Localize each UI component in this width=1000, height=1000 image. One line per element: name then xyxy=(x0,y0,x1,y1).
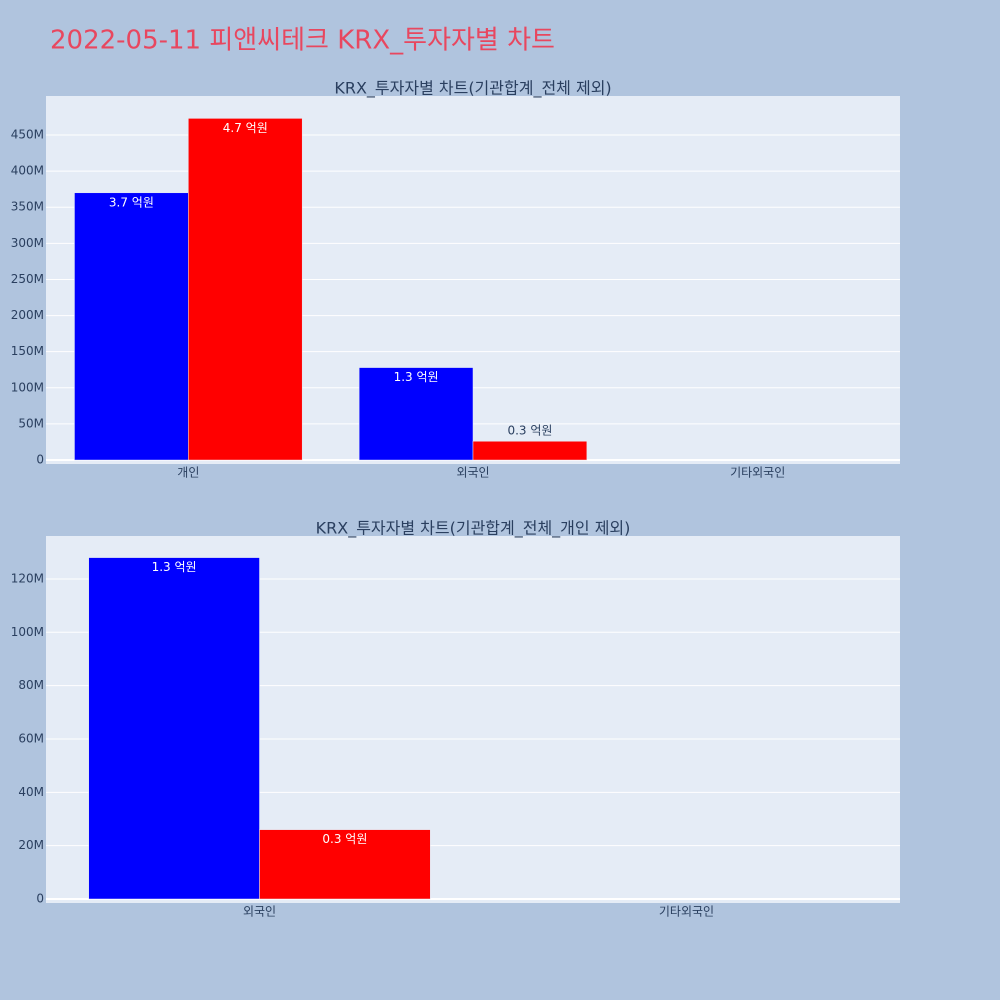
chart-title: KRX_투자자별 차트(기관합계_전체_개인 제외) xyxy=(316,519,631,539)
data-label: 0.3 억원 xyxy=(322,832,367,846)
bar xyxy=(88,557,260,900)
y-tick-label: 20M xyxy=(18,838,44,852)
data-label: 0.3 억원 xyxy=(507,424,552,438)
data-label: 1.3 억원 xyxy=(152,560,197,574)
y-tick-label: 0 xyxy=(36,453,44,467)
y-tick-label: 0 xyxy=(36,891,44,905)
y-tick-label: 250M xyxy=(11,272,44,286)
bar xyxy=(358,367,474,461)
y-tick-label: 200M xyxy=(11,308,44,322)
y-tick-label: 450M xyxy=(11,128,44,142)
bar xyxy=(259,829,431,900)
y-tick-label: 400M xyxy=(11,164,44,178)
data-label: 3.7 억원 xyxy=(109,195,154,209)
x-tick-label: 외국인 xyxy=(456,466,489,480)
y-tick-label: 80M xyxy=(18,678,44,692)
y-tick-label: 300M xyxy=(11,236,44,250)
bar xyxy=(74,192,189,461)
x-tick-label: 외국인 xyxy=(243,905,276,919)
y-tick-label: 120M xyxy=(11,571,44,585)
bar xyxy=(188,118,303,461)
chart-title: KRX_투자자별 차트(기관합계_전체 제외) xyxy=(334,79,611,99)
data-label: 4.7 억원 xyxy=(223,121,268,135)
y-tick-label: 50M xyxy=(18,416,44,430)
y-tick-label: 60M xyxy=(18,731,44,745)
y-tick-label: 150M xyxy=(11,344,44,358)
data-label: 1.3 억원 xyxy=(394,370,439,384)
y-tick-label: 100M xyxy=(11,625,44,639)
x-tick-label: 기타외국인 xyxy=(730,466,785,480)
page-title: 2022-05-11 피앤씨테크 KRX_투자자별 차트 xyxy=(50,26,555,56)
y-tick-label: 40M xyxy=(18,785,44,799)
y-tick-label: 100M xyxy=(11,380,44,394)
y-tick-label: 350M xyxy=(11,200,44,214)
x-tick-label: 기타외국인 xyxy=(659,905,714,919)
bar xyxy=(472,440,588,461)
x-tick-label: 개인 xyxy=(177,466,199,480)
